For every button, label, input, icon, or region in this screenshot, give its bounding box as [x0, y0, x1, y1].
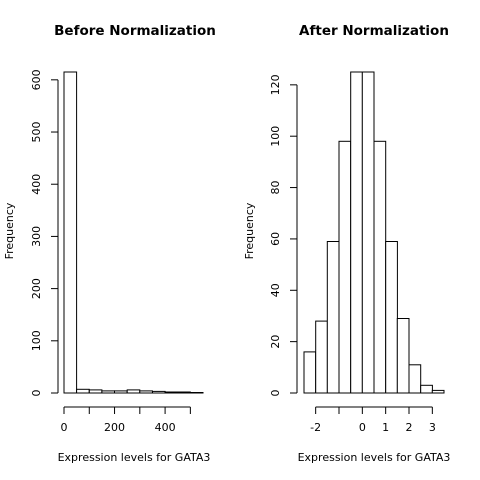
- y-tick-label: 600: [30, 69, 43, 90]
- histogram-bar: [152, 390, 166, 394]
- histogram-bar: [350, 71, 363, 394]
- histogram-bar: [326, 241, 340, 394]
- x-tick-label: 2: [406, 421, 413, 434]
- y-axis: 0 20 40 60 80 100 120: [269, 74, 298, 397]
- y-tick-label: 120: [269, 74, 282, 95]
- x-tick-label: 200: [104, 421, 125, 434]
- histogram-bar: [361, 71, 375, 394]
- histogram-bar: [373, 140, 387, 394]
- y-axis-label: Frequency: [3, 202, 16, 259]
- y-tick-label: 500: [30, 122, 43, 143]
- chart-title: Before Normalization: [54, 23, 216, 39]
- histogram-bar: [396, 318, 410, 394]
- y-tick-label: 60: [269, 232, 282, 246]
- x-axis: -2 0 1 2 3: [310, 406, 436, 434]
- x-tick-label: 0: [359, 421, 366, 434]
- x-axis-label: Expression levels for GATA3: [298, 451, 451, 464]
- y-tick-label: 100: [269, 126, 282, 147]
- histogram-bar: [76, 388, 90, 394]
- histogram-bar: [164, 391, 179, 394]
- y-tick-label: 0: [30, 390, 43, 397]
- y-axis-label: Frequency: [243, 202, 256, 259]
- histogram-bar: [338, 140, 352, 394]
- histogram-bar: [139, 390, 153, 394]
- bars: [63, 71, 204, 394]
- x-tick-label: 400: [155, 421, 176, 434]
- histogram-bar: [385, 241, 398, 394]
- y-tick-label: 20: [269, 335, 282, 349]
- y-tick-label: 200: [30, 278, 43, 299]
- panel-after-normalization: After Normalization Expression levels fo…: [243, 23, 450, 464]
- histogram-bar: [315, 320, 328, 394]
- x-tick-label: -2: [310, 421, 321, 434]
- y-tick-label: 80: [269, 181, 282, 195]
- histogram-bar: [63, 71, 78, 394]
- histogram-bar: [126, 389, 141, 394]
- histogram-bar: [177, 391, 191, 394]
- histogram-bar: [101, 390, 116, 394]
- histogram-bar: [420, 384, 433, 394]
- histogram-bar: [114, 390, 128, 394]
- y-tick-label: 400: [30, 174, 43, 195]
- histogram-bar: [189, 392, 204, 394]
- x-tick-label: 1: [382, 421, 389, 434]
- histogram-bar: [88, 389, 103, 394]
- y-tick-label: 40: [269, 283, 282, 297]
- y-tick-label: 0: [269, 390, 282, 397]
- x-tick-label: 3: [429, 421, 436, 434]
- x-axis-label: Expression levels for GATA3: [58, 451, 211, 464]
- y-tick-label: 300: [30, 226, 43, 247]
- panel-before-normalization: Before Normalization Expression levels f…: [3, 23, 216, 464]
- chart-title: After Normalization: [299, 23, 449, 39]
- bars: [303, 71, 445, 394]
- x-axis: 0 200 400: [61, 406, 191, 434]
- y-tick-label: 100: [30, 330, 43, 351]
- y-axis: 0 100 200 300 400 500 600: [30, 69, 59, 397]
- histogram-bar: [408, 364, 422, 394]
- x-tick-label: 0: [61, 421, 68, 434]
- histogram-bar: [431, 389, 445, 394]
- histogram-bar: [303, 351, 317, 394]
